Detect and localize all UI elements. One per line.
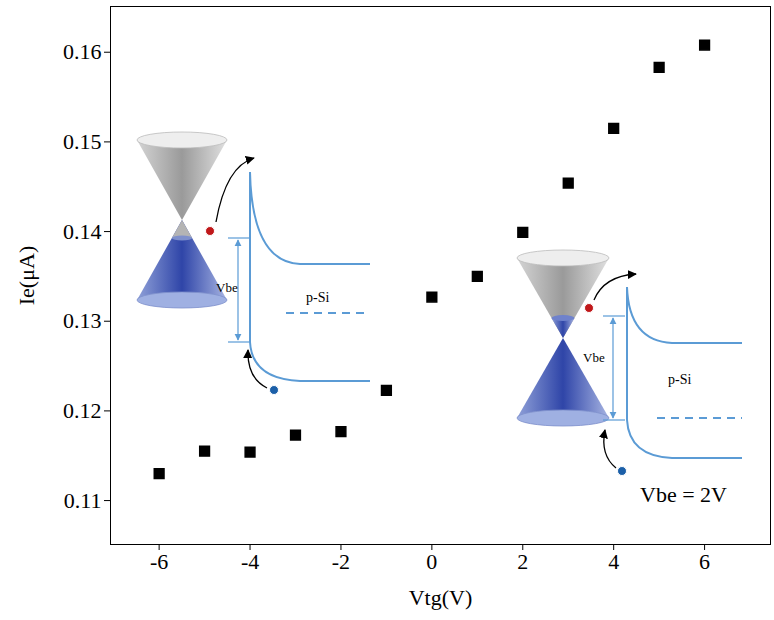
svg-text:-6: -6	[150, 549, 168, 574]
svg-text:p-Si: p-Si	[306, 290, 329, 305]
svg-text:0.14: 0.14	[63, 219, 102, 244]
svg-text:p-Si: p-Si	[668, 372, 691, 387]
svg-text:4: 4	[608, 549, 619, 574]
svg-text:0: 0	[426, 549, 437, 574]
svg-text:Vbe = 2V: Vbe = 2V	[640, 482, 727, 507]
svg-text:2: 2	[517, 549, 528, 574]
svg-text:-4: -4	[241, 549, 259, 574]
svg-text:Vtg(V): Vtg(V)	[409, 585, 473, 610]
svg-text:6: 6	[699, 549, 710, 574]
svg-text:0.16: 0.16	[63, 39, 102, 64]
svg-text:Vbe: Vbe	[583, 350, 605, 365]
svg-text:0.12: 0.12	[63, 398, 102, 423]
svg-text:0.15: 0.15	[63, 129, 102, 154]
svg-text:0.11: 0.11	[64, 488, 102, 513]
svg-text:Ie(μA): Ie(μA)	[14, 246, 39, 305]
svg-text:Vbe: Vbe	[216, 280, 238, 295]
svg-text:0.13: 0.13	[63, 308, 102, 333]
svg-text:-2: -2	[332, 549, 350, 574]
